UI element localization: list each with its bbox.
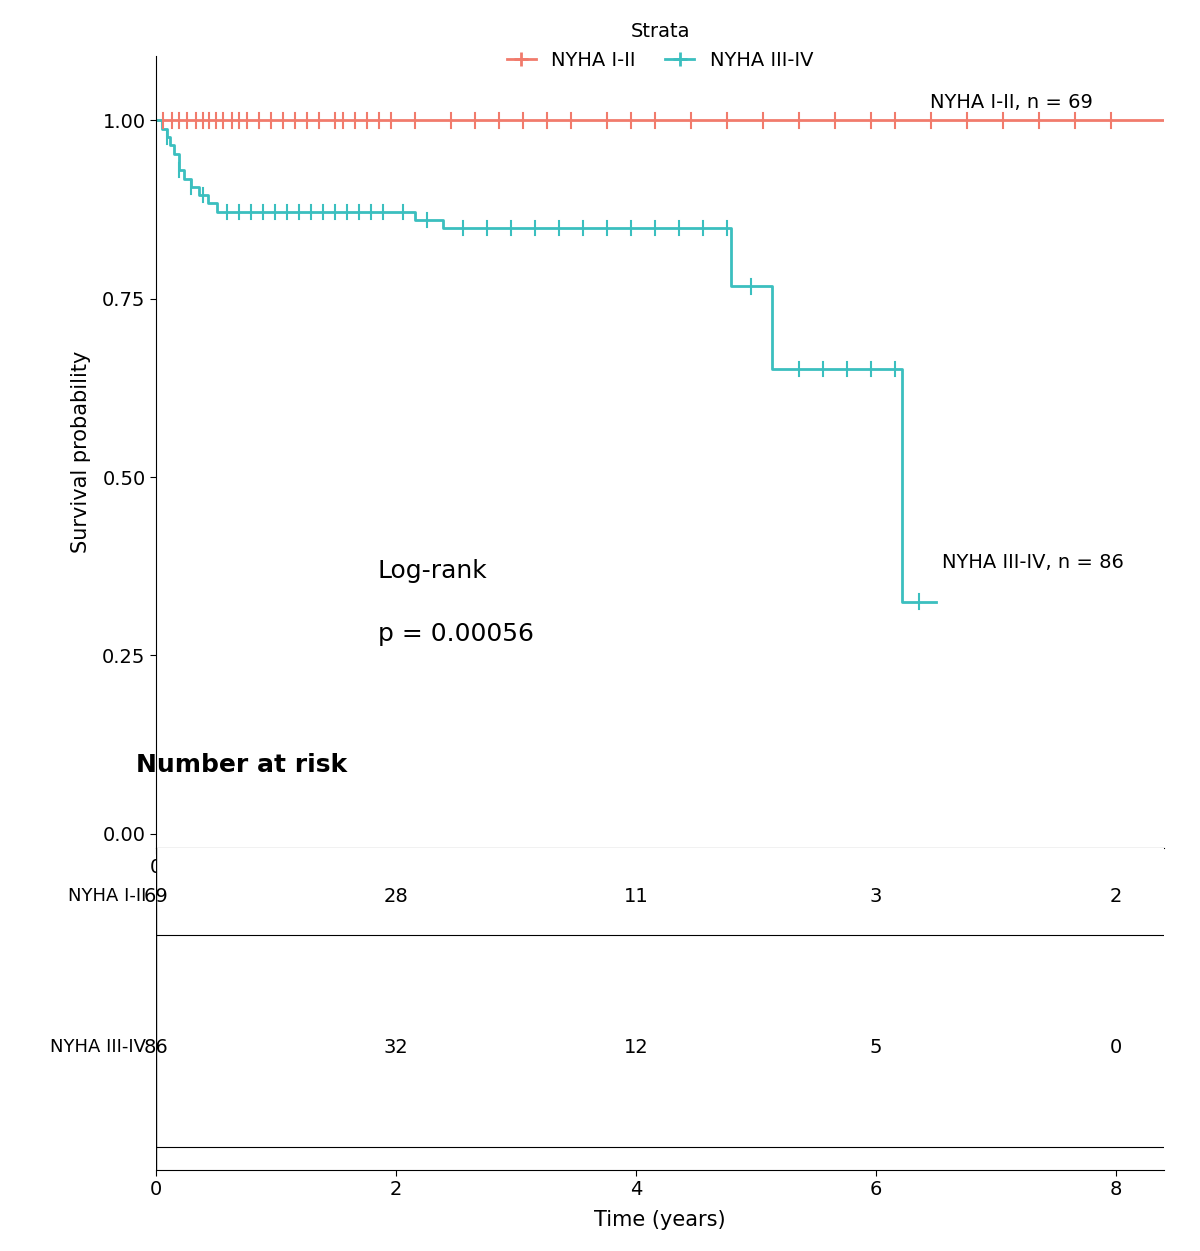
Text: NYHA III-IV, n = 86: NYHA III-IV, n = 86 [942, 553, 1124, 572]
Text: NYHA III-IV: NYHA III-IV [50, 1038, 146, 1056]
Text: 12: 12 [624, 1038, 648, 1057]
Text: 32: 32 [384, 1038, 408, 1057]
Text: 86: 86 [144, 1038, 168, 1057]
Legend: NYHA I-II, NYHA III-IV: NYHA I-II, NYHA III-IV [499, 15, 821, 78]
Text: NYHA I-II, n = 69: NYHA I-II, n = 69 [930, 93, 1093, 113]
Text: p = 0.00056: p = 0.00056 [378, 622, 534, 647]
Text: 2: 2 [1110, 887, 1122, 906]
Y-axis label: Survival probability: Survival probability [71, 352, 91, 553]
Text: 28: 28 [384, 887, 408, 906]
X-axis label: Time (years): Time (years) [594, 1210, 726, 1230]
Text: 5: 5 [870, 1038, 882, 1057]
Text: 0: 0 [1110, 1038, 1122, 1057]
Text: 3: 3 [870, 887, 882, 906]
Text: 11: 11 [624, 887, 648, 906]
Text: Log-rank: Log-rank [378, 559, 487, 583]
Text: NYHA I-II: NYHA I-II [67, 887, 146, 906]
Text: 69: 69 [144, 887, 168, 906]
Text: Number at risk: Number at risk [136, 753, 347, 777]
